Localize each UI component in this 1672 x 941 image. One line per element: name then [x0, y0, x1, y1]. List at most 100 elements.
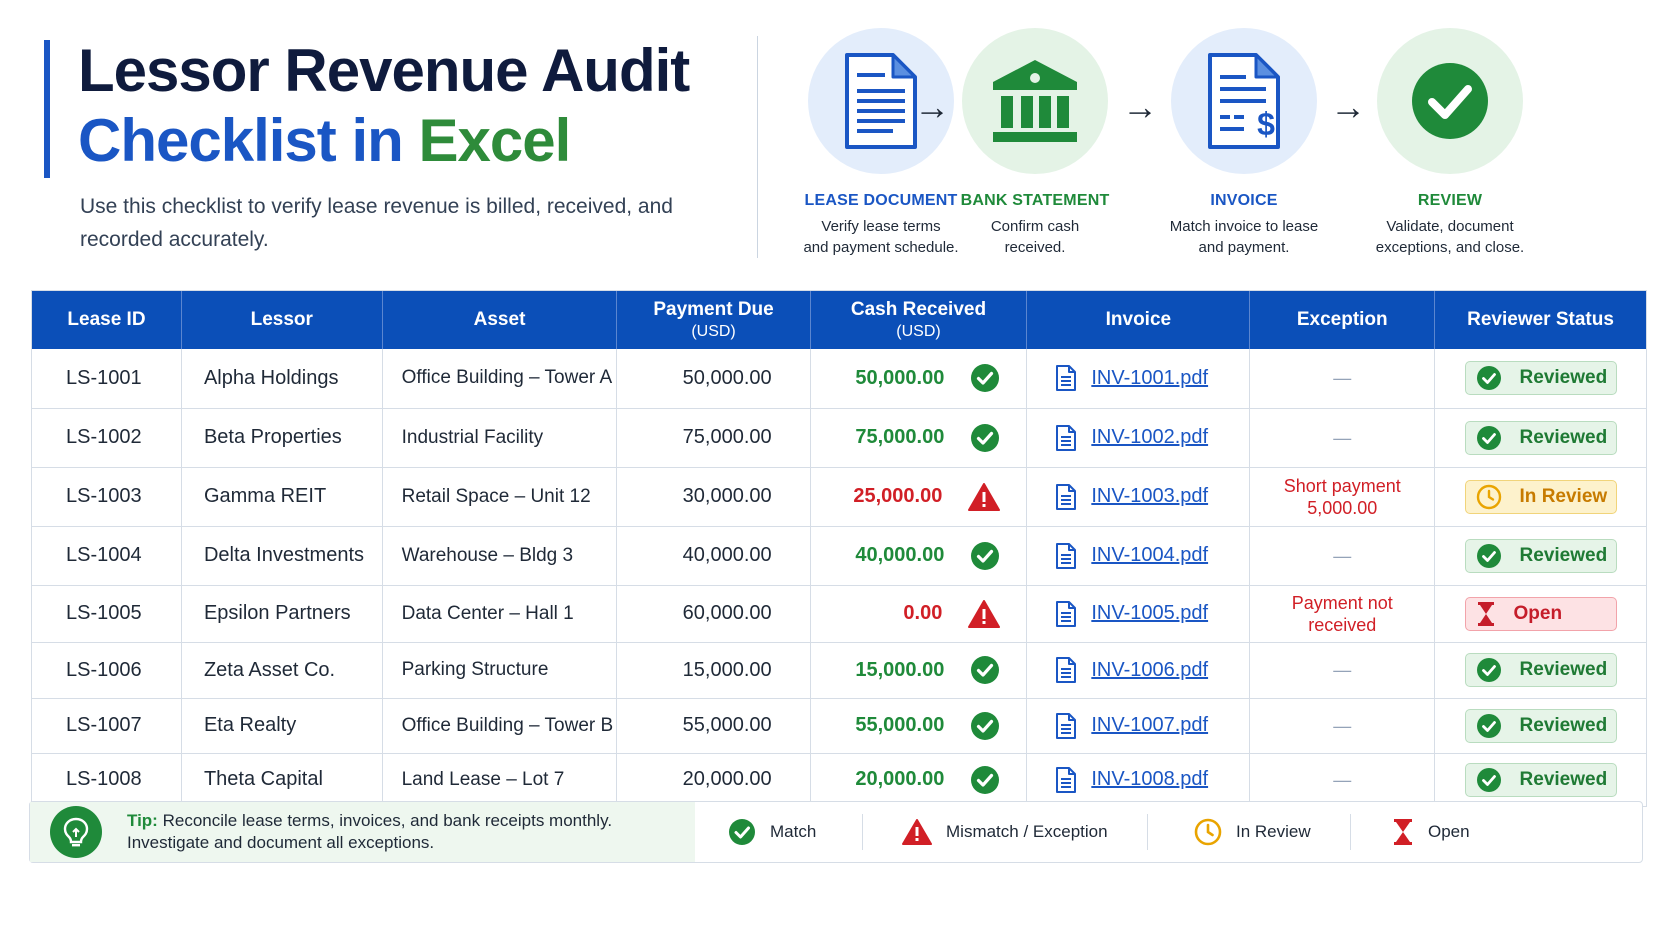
cell-payment-due[interactable]: 40,000.00	[616, 526, 811, 586]
pdf-file-icon	[1055, 656, 1077, 684]
cell-lease-id[interactable]: LS-1001	[32, 349, 182, 409]
cell-reviewer-status[interactable]: Reviewed	[1435, 753, 1646, 806]
status-badge[interactable]: Reviewed	[1464, 420, 1617, 455]
status-badge[interactable]: Reviewed	[1464, 653, 1617, 687]
cell-payment-due[interactable]: 15,000.00	[616, 642, 811, 699]
cell-payment-due[interactable]: 60,000.00	[616, 585, 811, 643]
legend-divider	[862, 814, 863, 850]
cell-lessor[interactable]: Alpha Holdings	[181, 349, 383, 409]
cell-reviewer-status[interactable]: Reviewed	[1434, 408, 1646, 468]
cell-exception[interactable]: —	[1249, 753, 1436, 806]
cell-asset[interactable]: Warehouse – Bldg 3	[382, 526, 618, 586]
status-badge[interactable]: Reviewed	[1464, 538, 1617, 573]
table-row: LS-1004 Delta Investments Warehouse – Bldg…	[32, 526, 1646, 586]
cell-exception[interactable]: —	[1249, 698, 1436, 754]
table-row: LS-1008 Theta Capital Land Lease – Lot 7 20…	[32, 753, 1646, 806]
cell-lease-id[interactable]: LS-1004	[32, 526, 182, 586]
cell-payment-due[interactable]: 75,000.00	[616, 408, 811, 468]
column-header-reviewer-status[interactable]: Reviewer Status	[1434, 291, 1646, 349]
cell-payment-due[interactable]: 20,000.00	[616, 753, 811, 806]
invoice-link[interactable]: INV-1002.pdf	[1091, 426, 1209, 448]
cell-cash-received[interactable]: 25,000.00	[810, 467, 1028, 527]
column-header-cash-received[interactable]: Cash Received (USD)	[810, 291, 1028, 349]
cell-asset[interactable]: Retail Space – Unit 12	[382, 467, 618, 527]
cell-reviewer-status[interactable]: Reviewed	[1434, 526, 1646, 586]
column-header-invoice[interactable]: Invoice	[1026, 291, 1251, 349]
cell-invoice: INV-1001.pdf	[1026, 349, 1251, 409]
check-circle-icon	[970, 765, 1000, 795]
cell-invoice: INV-1002.pdf	[1026, 408, 1251, 468]
check-circle-icon	[729, 819, 755, 845]
column-header-asset[interactable]: Asset	[382, 291, 618, 349]
status-badge[interactable]: Open	[1464, 596, 1617, 631]
cell-asset[interactable]: Land Lease – Lot 7	[382, 753, 618, 806]
cell-cash-received[interactable]: 20,000.00	[810, 753, 1028, 806]
legend-label: In Review	[1236, 822, 1311, 841]
step-description: Verify lease terms and payment schedule.	[803, 218, 959, 256]
cell-exception[interactable]: Short payment 5,000.00	[1249, 467, 1436, 527]
status-label: Reviewed	[1519, 367, 1608, 389]
cell-payment-due[interactable]: 30,000.00	[616, 467, 811, 527]
cell-asset[interactable]: Parking Structure	[382, 642, 618, 699]
cell-cash-received[interactable]: 15,000.00	[810, 642, 1028, 699]
cell-asset[interactable]: Office Building – Tower A	[382, 349, 618, 409]
workflow-step-invoice: $ INVOICE Match invoice to lease and paym…	[1144, 28, 1344, 258]
cell-lessor[interactable]: Gamma REIT	[181, 467, 383, 527]
cell-reviewer-status[interactable]: Reviewed	[1434, 349, 1646, 409]
tip-line1: Reconcile lease terms, invoices, and ban…	[162, 811, 613, 830]
legend-item-in-review: In Review	[1194, 802, 1311, 862]
cell-exception[interactable]: —	[1249, 349, 1436, 409]
cash-amount: 15,000.00	[855, 658, 945, 681]
cell-lease-id[interactable]: LS-1007	[32, 698, 182, 754]
cell-reviewer-status[interactable]: Open	[1434, 585, 1646, 643]
cell-reviewer-status[interactable]: Reviewed	[1434, 642, 1646, 699]
cell-lease-id[interactable]: LS-1002	[32, 408, 182, 468]
cell-lessor[interactable]: Beta Properties	[181, 408, 383, 468]
status-badge[interactable]: Reviewed	[1464, 708, 1617, 743]
cell-reviewer-status[interactable]: In Review	[1434, 467, 1646, 527]
invoice-link[interactable]: INV-1007.pdf	[1091, 714, 1209, 736]
invoice-link[interactable]: INV-1005.pdf	[1091, 602, 1209, 624]
cell-cash-received[interactable]: 40,000.00	[810, 526, 1028, 586]
invoice-link[interactable]: INV-1008.pdf	[1091, 768, 1209, 791]
invoice-link[interactable]: INV-1006.pdf	[1091, 658, 1209, 681]
column-header-lease-id[interactable]: Lease ID	[32, 291, 182, 349]
cell-lessor[interactable]: Epsilon Partners	[181, 585, 383, 643]
cell-lease-id[interactable]: LS-1006	[32, 642, 182, 699]
cell-exception[interactable]: —	[1249, 408, 1436, 468]
cell-lessor[interactable]: Zeta Asset Co.	[181, 642, 383, 699]
cell-cash-received[interactable]: 75,000.00	[810, 408, 1028, 468]
cell-lessor[interactable]: Theta Capital	[181, 753, 383, 806]
cell-lessor[interactable]: Delta Investments	[181, 526, 383, 586]
cell-lease-id[interactable]: LS-1008	[32, 753, 182, 806]
exception-none: —	[1333, 715, 1352, 736]
cell-cash-received[interactable]: 55,000.00	[810, 698, 1028, 754]
invoice-link[interactable]: INV-1003.pdf	[1091, 485, 1209, 507]
cell-asset[interactable]: Data Center – Hall 1	[382, 585, 618, 643]
cell-reviewer-status[interactable]: Reviewed	[1434, 698, 1646, 754]
status-badge[interactable]: Reviewed	[1464, 762, 1617, 797]
status-label: Reviewed	[1519, 544, 1608, 566]
exception-none: —	[1333, 769, 1352, 790]
audit-checklist-table: Lease ID Lessor Asset Payment Due (USD) C…	[32, 291, 1646, 806]
cell-lease-id[interactable]: LS-1005	[32, 585, 182, 643]
invoice-link[interactable]: INV-1004.pdf	[1091, 544, 1209, 566]
cell-cash-received[interactable]: 50,000.00	[810, 349, 1028, 409]
column-header-lessor[interactable]: Lessor	[181, 291, 383, 349]
status-badge[interactable]: Reviewed	[1464, 361, 1617, 396]
cell-exception[interactable]: —	[1249, 642, 1436, 699]
invoice-link[interactable]: INV-1001.pdf	[1091, 366, 1209, 389]
cell-asset[interactable]: Office Building – Tower B	[382, 698, 618, 754]
cell-asset[interactable]: Industrial Facility	[382, 408, 618, 468]
column-header-payment-due[interactable]: Payment Due (USD)	[616, 291, 811, 349]
cell-payment-due[interactable]: 55,000.00	[616, 698, 811, 754]
column-header-exception[interactable]: Exception	[1249, 291, 1436, 349]
status-badge[interactable]: In Review	[1464, 479, 1617, 514]
cell-cash-received[interactable]: 0.00	[810, 585, 1028, 643]
cell-exception[interactable]: Payment not received	[1249, 585, 1436, 643]
cell-payment-due[interactable]: 50,000.00	[616, 349, 811, 409]
cell-lessor[interactable]: Eta Realty	[181, 698, 383, 754]
cell-lease-id[interactable]: LS-1003	[32, 467, 182, 527]
check-circle-icon	[1476, 713, 1502, 739]
cell-exception[interactable]: —	[1249, 526, 1436, 586]
